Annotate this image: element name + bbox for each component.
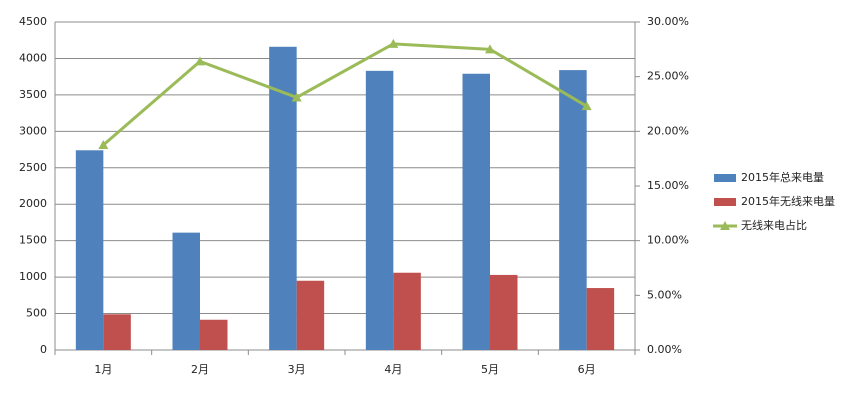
x-tick-label: 4月 — [384, 363, 402, 376]
x-tick-label: 6月 — [578, 363, 596, 376]
legend-swatch — [714, 174, 736, 182]
bar — [559, 70, 587, 351]
legend-label: 2015年总来电量 — [741, 170, 824, 184]
y2-tick-label: 10.00% — [647, 234, 689, 247]
bar — [75, 150, 104, 350]
bar — [393, 272, 421, 350]
y2-tick-label: 5.00% — [647, 288, 682, 301]
legend-marker — [720, 221, 730, 230]
x-tick-label: 2月 — [191, 363, 209, 376]
y-tick-label: 2500 — [19, 161, 47, 174]
y2-tick-label: 30.00% — [647, 15, 689, 28]
bar — [103, 314, 131, 350]
y2-tick-label: 20.00% — [647, 124, 689, 137]
y-tick-label: 1500 — [19, 234, 47, 247]
bar — [490, 274, 518, 350]
x-tick-label: 1月 — [94, 363, 112, 376]
bar — [172, 232, 200, 350]
y2-tick-label: 0.00% — [647, 343, 682, 356]
bar — [462, 73, 490, 351]
bar — [365, 70, 394, 350]
line-marker — [388, 38, 399, 48]
legend-label: 无线来电占比 — [741, 218, 807, 232]
y2-tick-label: 25.00% — [647, 70, 689, 83]
x-tick-label: 5月 — [481, 363, 499, 376]
line-marker — [581, 101, 592, 111]
bar — [296, 280, 325, 350]
bar — [586, 288, 615, 350]
y-tick-label: 1000 — [19, 270, 47, 283]
y-tick-label: 500 — [26, 307, 47, 320]
line — [102, 42, 588, 147]
legend-label: 2015年无线来电量 — [741, 194, 835, 208]
y-tick-label: 3000 — [19, 124, 47, 137]
line-marker — [291, 92, 302, 102]
x-tick-label: 3月 — [288, 363, 306, 376]
y-tick-label: 3500 — [19, 88, 47, 101]
line-marker — [195, 56, 205, 66]
bar — [200, 319, 228, 350]
y2-tick-label: 15.00% — [647, 179, 689, 192]
y-tick-label: 0 — [40, 343, 47, 356]
legend-swatch — [714, 198, 736, 206]
line-marker — [98, 140, 109, 149]
y-tick-label: 4000 — [19, 51, 47, 64]
line-marker — [485, 44, 495, 54]
y-tick-label: 2000 — [19, 197, 47, 210]
y-tick-label: 4500 — [19, 15, 47, 28]
